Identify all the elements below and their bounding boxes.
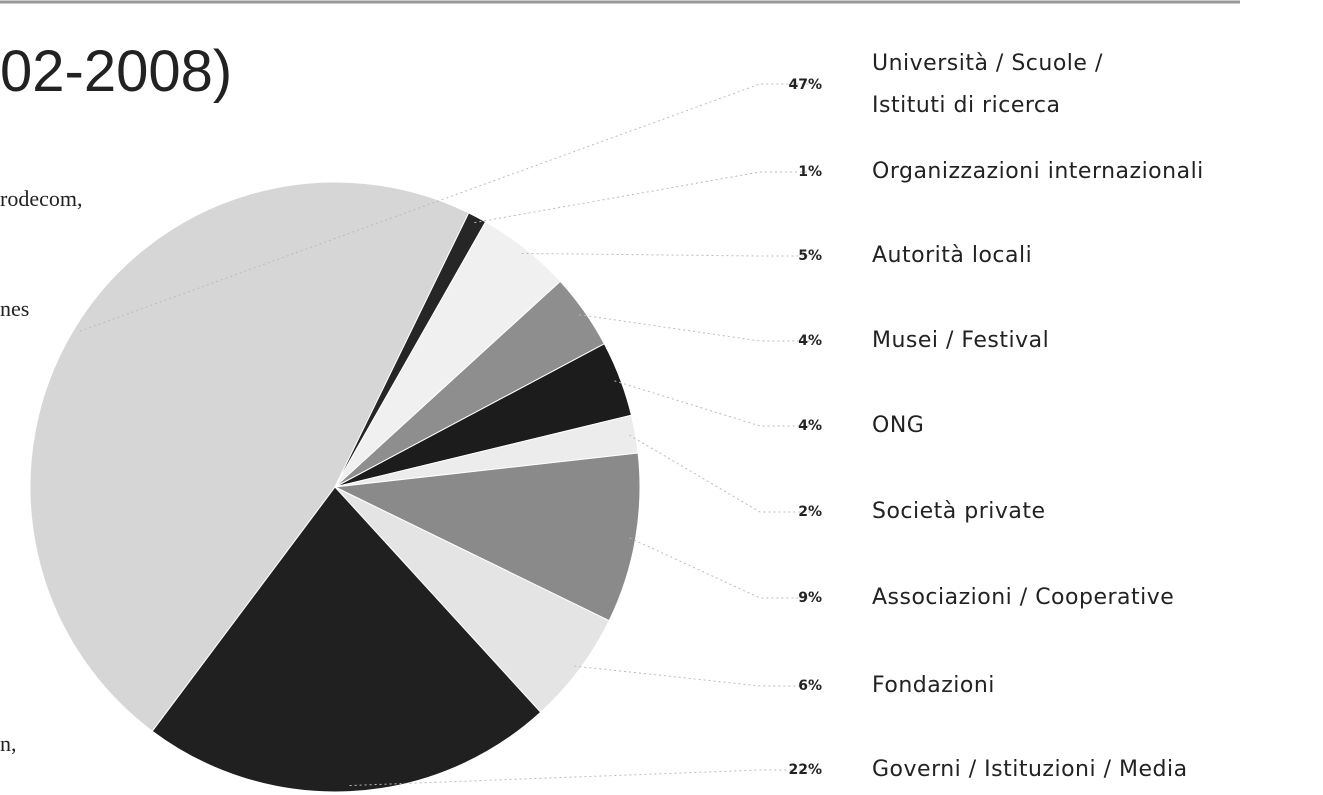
legend-label: Associazioni / Cooperative xyxy=(872,585,1175,610)
leader-line xyxy=(574,665,815,687)
legend-label: Organizzazioni internazionali xyxy=(872,159,1204,184)
legend-label: Musei / Festival xyxy=(872,328,1050,353)
legend-item: 4% Musei / Festival xyxy=(760,320,1049,362)
leader-line xyxy=(521,252,815,257)
legend-label: Università / Scuole / Istituti di ricerc… xyxy=(872,51,1103,118)
legend-item: 9% Associazioni / Cooperative xyxy=(760,577,1174,619)
value-label: 4% xyxy=(798,333,822,349)
value-label: 4% xyxy=(798,418,822,434)
legend-item: 6% Fondazioni xyxy=(760,665,995,707)
chart-title: 02-2008) xyxy=(0,39,233,104)
legend-item: 47% Università / Scuole / Istituti di ric… xyxy=(760,43,1152,127)
pie-slice xyxy=(151,486,542,793)
pie-slice xyxy=(333,452,641,622)
leader-line xyxy=(629,434,815,513)
value-label: 9% xyxy=(798,590,822,606)
leader-line xyxy=(614,380,815,427)
legend-label: Società private xyxy=(872,499,1046,524)
text-fragment: rodecom, xyxy=(0,186,83,211)
value-label: 1% xyxy=(798,164,822,180)
legend-label: ONG xyxy=(872,413,925,438)
legend-item: 1% Organizzazioni internazionali xyxy=(760,151,1204,193)
leader-line xyxy=(629,537,815,599)
legend-label: Autorità locali xyxy=(872,243,1033,268)
leader-line xyxy=(474,171,815,224)
legend-label: Governi / Istituzioni / Media xyxy=(872,757,1188,782)
value-label: 6% xyxy=(798,678,822,694)
legend-item: 4% ONG xyxy=(760,405,924,447)
value-label: 47% xyxy=(788,77,822,93)
legend-item: 22% Governi / Istituzioni / Media xyxy=(760,749,1188,791)
leader-line xyxy=(349,769,815,787)
legend-item: 2% Società private xyxy=(760,491,1046,533)
leader-line xyxy=(579,314,815,342)
text-fragment: n, xyxy=(0,731,17,756)
pie-slice xyxy=(29,181,470,732)
value-label: 22% xyxy=(788,762,822,778)
text-fragment: nes xyxy=(0,296,30,321)
leader-line xyxy=(79,83,815,332)
legend-item: 5% Autorità locali xyxy=(760,235,1032,277)
value-label: 5% xyxy=(798,248,822,264)
legend-label: Fondazioni xyxy=(872,673,995,698)
value-label: 2% xyxy=(798,504,822,520)
